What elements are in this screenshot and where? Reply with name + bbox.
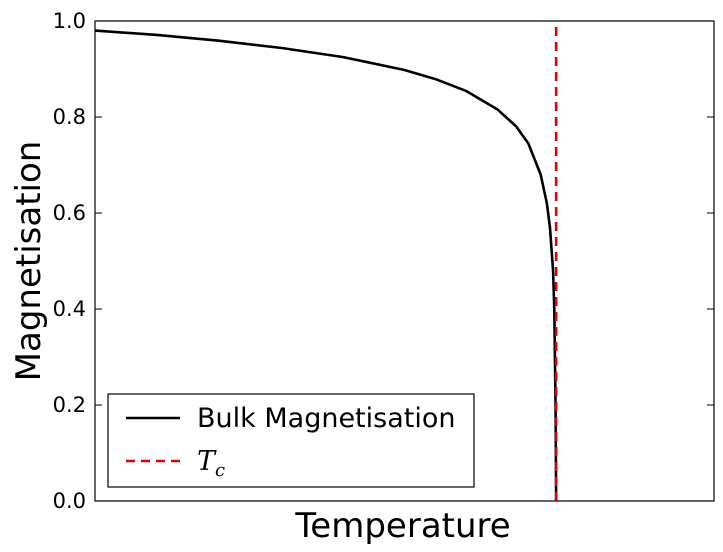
y-tick-label-4: 0.8 (53, 105, 86, 129)
legend-label-tc-symbol: T (197, 446, 217, 477)
y-tick-label-2: 0.4 (53, 297, 86, 321)
legend-label-tc: Tc (197, 446, 225, 481)
y-tick-label-0: 0.0 (53, 489, 86, 513)
legend-box (107, 393, 475, 488)
y-tick-labels: 0.0 0.2 0.4 0.6 0.8 1.0 (53, 9, 86, 513)
series-layer (94, 21, 558, 502)
x-axis-label: Temperature (294, 506, 510, 546)
y-axis-label: Magnetisation (9, 141, 49, 382)
plot-frame (94, 20, 715, 502)
bulk-magnetisation-line (94, 29, 558, 502)
legend-label-tc-subscript: c (215, 460, 225, 481)
y-tick-label-3: 0.6 (53, 201, 86, 225)
y-tick-label-5: 1.0 (53, 9, 86, 33)
legend: Bulk Magnetisation Tc (107, 393, 475, 488)
y-tick-label-1: 0.2 (53, 393, 86, 417)
legend-label-bulk: Bulk Magnetisation (197, 403, 455, 434)
